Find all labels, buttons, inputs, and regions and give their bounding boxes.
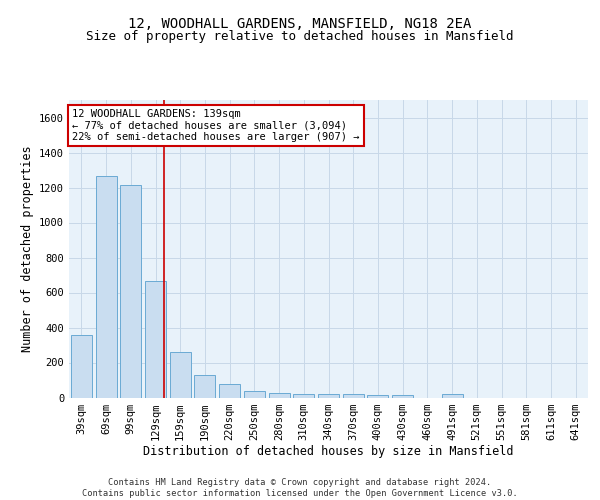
Bar: [194, 375, 215, 398]
Bar: [71, 334, 92, 398]
Bar: [392, 395, 413, 398]
Text: 12, WOODHALL GARDENS, MANSFIELD, NG18 2EA: 12, WOODHALL GARDENS, MANSFIELD, NG18 2E…: [128, 18, 472, 32]
X-axis label: Distribution of detached houses by size in Mansfield: Distribution of detached houses by size …: [143, 446, 514, 458]
Bar: [145, 281, 166, 398]
Bar: [95, 176, 116, 398]
Bar: [343, 394, 364, 398]
Bar: [367, 395, 388, 398]
Bar: [120, 185, 141, 398]
Y-axis label: Number of detached properties: Number of detached properties: [20, 146, 34, 352]
Text: Contains HM Land Registry data © Crown copyright and database right 2024.
Contai: Contains HM Land Registry data © Crown c…: [82, 478, 518, 498]
Bar: [269, 393, 290, 398]
Bar: [244, 390, 265, 398]
Bar: [219, 384, 240, 398]
Text: Size of property relative to detached houses in Mansfield: Size of property relative to detached ho…: [86, 30, 514, 43]
Bar: [442, 394, 463, 398]
Text: 12 WOODHALL GARDENS: 139sqm
← 77% of detached houses are smaller (3,094)
22% of : 12 WOODHALL GARDENS: 139sqm ← 77% of det…: [72, 109, 359, 142]
Bar: [170, 352, 191, 398]
Bar: [318, 394, 339, 398]
Bar: [293, 394, 314, 398]
